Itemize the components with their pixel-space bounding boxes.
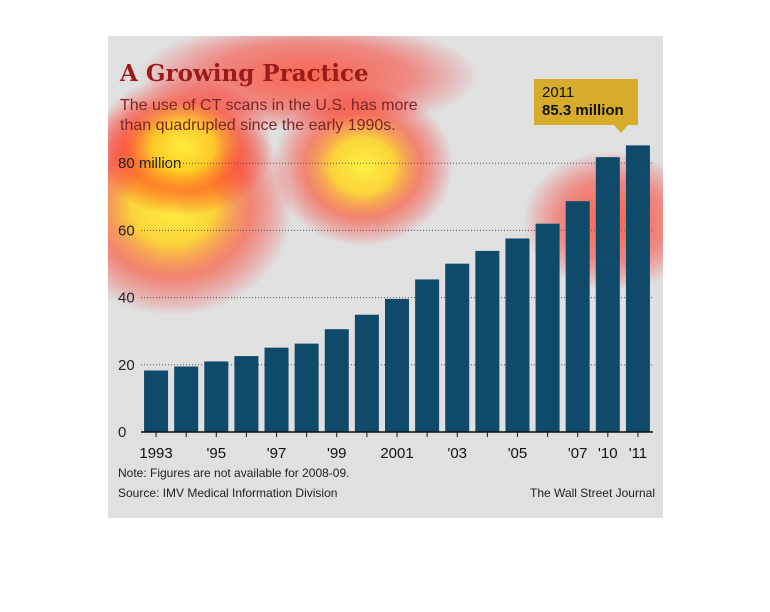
annotation-callout: 2011 85.3 million bbox=[534, 79, 638, 125]
chart-panel: A Growing Practice The use of CT scans i… bbox=[108, 36, 663, 518]
axes: 0 20 40 60 80 million 1993 '95 '97 '99 2001 '03 '05… bbox=[118, 155, 653, 462]
y-tick-label: 20 bbox=[118, 357, 135, 374]
y-tick-label: 0 bbox=[118, 424, 126, 441]
y-tick-label: 60 bbox=[118, 222, 135, 239]
bar bbox=[324, 329, 349, 432]
bar bbox=[415, 279, 440, 432]
bar bbox=[264, 347, 289, 432]
bar bbox=[174, 366, 199, 432]
footnote: Note: Figures are not available for 2008… bbox=[118, 466, 350, 480]
bar bbox=[505, 238, 530, 432]
chart-subtitle: The use of CT scans in the U.S. has more… bbox=[120, 97, 418, 134]
bar bbox=[475, 250, 500, 432]
bar bbox=[234, 356, 259, 432]
x-tick-label: '10 bbox=[598, 445, 618, 462]
callout-year: 2011 bbox=[542, 84, 575, 101]
bar bbox=[354, 314, 379, 432]
y-tick-label: 80 million bbox=[118, 155, 181, 172]
bar bbox=[204, 361, 229, 432]
y-tick-label: 40 bbox=[118, 290, 135, 307]
x-tick-label: 1993 bbox=[139, 445, 172, 462]
x-tick-label: '07 bbox=[568, 445, 588, 462]
x-tick-label: '99 bbox=[327, 445, 347, 462]
x-tick-label: '11 bbox=[629, 445, 647, 462]
callout-pointer bbox=[614, 125, 628, 133]
bars bbox=[144, 145, 650, 432]
x-tick-label: 2001 bbox=[380, 445, 413, 462]
bar bbox=[294, 343, 319, 432]
bar bbox=[385, 298, 409, 432]
bar bbox=[565, 201, 590, 432]
x-tick-label: '95 bbox=[207, 445, 227, 462]
source-line: Source: IMV Medical Information Division bbox=[118, 486, 338, 500]
chart-title: A Growing Practice bbox=[120, 60, 369, 87]
bar bbox=[445, 263, 470, 432]
bar bbox=[144, 370, 169, 432]
bar bbox=[595, 157, 620, 432]
bar-chart: 0 20 40 60 80 million 1993 '95 '97 '99 2001 '03 '05… bbox=[118, 145, 653, 462]
x-tick-label: '05 bbox=[508, 445, 528, 462]
callout-value: 85.3 million bbox=[542, 102, 624, 119]
bar bbox=[535, 223, 560, 432]
bar bbox=[625, 145, 650, 432]
x-tick-label: '97 bbox=[267, 445, 287, 462]
credit-line: The Wall Street Journal bbox=[530, 486, 655, 500]
x-tick-label: '03 bbox=[447, 445, 467, 462]
